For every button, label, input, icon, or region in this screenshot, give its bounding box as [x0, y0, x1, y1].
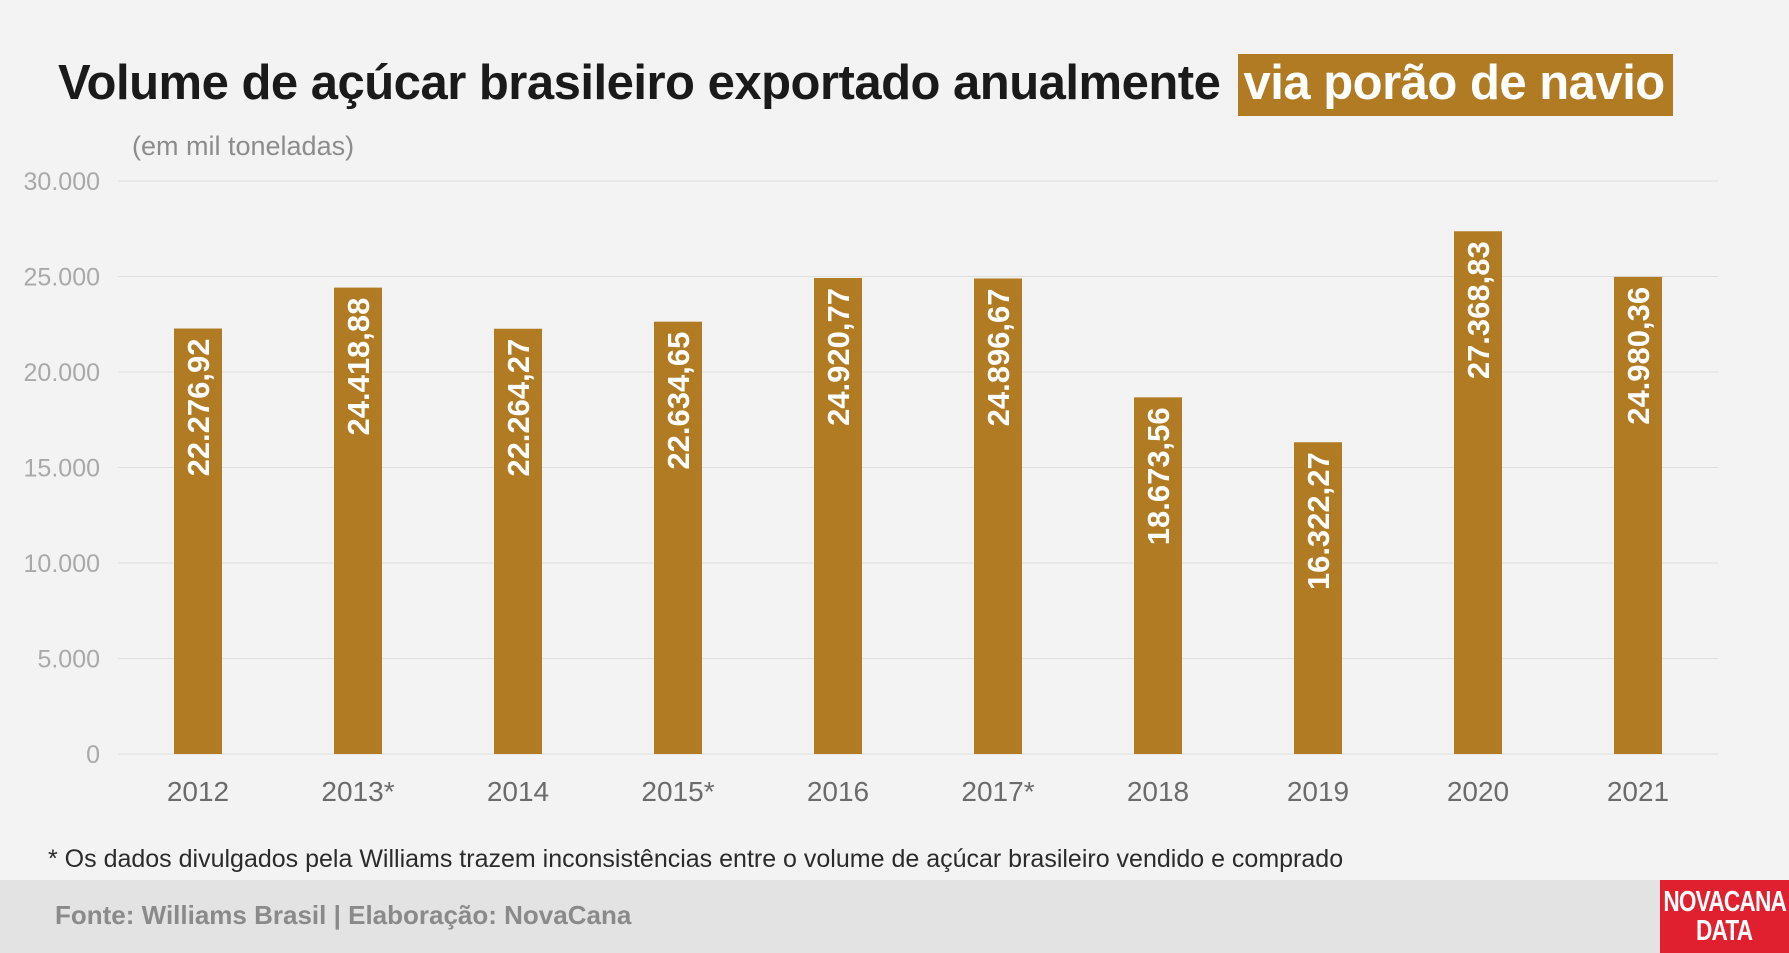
x-tick-label: 2013*	[321, 776, 394, 807]
x-tick-label: 2016	[807, 776, 869, 807]
novacana-data-logo: NOVACANA DATA	[1660, 880, 1789, 953]
x-tick-label: 2019	[1287, 776, 1349, 807]
y-tick-label: 30.000	[24, 168, 100, 196]
bar-value-label: 16.322,27	[1301, 452, 1336, 590]
bar	[974, 278, 1022, 754]
y-tick-label: 0	[86, 741, 100, 769]
y-tick-label: 10.000	[24, 550, 100, 578]
bar-value-label: 24.920,77	[821, 288, 856, 426]
x-tick-label: 2021	[1607, 776, 1669, 807]
x-axis-ticks: 2012 2013* 2014 2015* 2016 2017* 2018 2019 2020 2…	[167, 776, 1669, 807]
y-axis-ticks: 0 5.000 10.000 15.000 20.000 25.000 30.000	[24, 168, 100, 769]
x-tick-label: 2012	[167, 776, 229, 807]
bar	[334, 287, 382, 754]
bar	[1134, 397, 1182, 754]
bar-value-label: 24.980,36	[1621, 287, 1656, 425]
x-tick-label: 2020	[1447, 776, 1509, 807]
bar-chart: 0 5.000 10.000 15.000 20.000 25.000 30.000 22.…	[24, 168, 1718, 807]
bar-value-label: 22.276,92	[181, 339, 216, 477]
bar-value-label: 24.418,88	[341, 298, 376, 436]
x-tick-label: 2014	[487, 776, 549, 807]
y-tick-label: 5.000	[37, 646, 100, 674]
bar	[1454, 231, 1502, 754]
bar-value-label: 22.264,27	[501, 339, 536, 477]
chart-title-main: Volume de açúcar brasileiro exportado an…	[58, 56, 1221, 110]
source-text: Fonte: Williams Brasil | Elaboração: Nov…	[55, 900, 632, 930]
y-tick-label: 25.000	[24, 264, 100, 292]
y-tick-label: 15.000	[24, 455, 100, 483]
logo-line-2: DATA	[1696, 914, 1753, 947]
bars: 22.276,92 24.418,88 22.264,27 22.634,65 24.9…	[174, 231, 1662, 754]
bar	[814, 278, 862, 754]
x-tick-label: 2015*	[641, 776, 714, 807]
bar	[174, 328, 222, 754]
bar-value-label: 18.673,56	[1141, 407, 1176, 545]
bar	[494, 328, 542, 754]
bar	[654, 321, 702, 754]
y-tick-label: 20.000	[24, 359, 100, 387]
bar-value-label: 27.368,83	[1461, 241, 1496, 379]
x-tick-label: 2018	[1127, 776, 1189, 807]
bar-value-label: 24.896,67	[981, 288, 1016, 426]
footer: Fonte: Williams Brasil | Elaboração: Nov…	[0, 880, 1789, 953]
chart-subtitle: (em mil toneladas)	[132, 131, 355, 161]
chart-title-highlight: via porão de navio	[1237, 54, 1673, 116]
footnote: * Os dados divulgados pela Williams traz…	[48, 845, 1344, 873]
bar	[1294, 442, 1342, 754]
x-tick-label: 2017*	[961, 776, 1034, 807]
bar-value-label: 22.634,65	[661, 332, 696, 470]
gridlines	[118, 180, 1718, 755]
logo-line-1: NOVACANA	[1663, 885, 1787, 918]
chart-title: Volume de açúcar brasileiro exportado an…	[58, 54, 1673, 116]
bar	[1614, 276, 1662, 754]
